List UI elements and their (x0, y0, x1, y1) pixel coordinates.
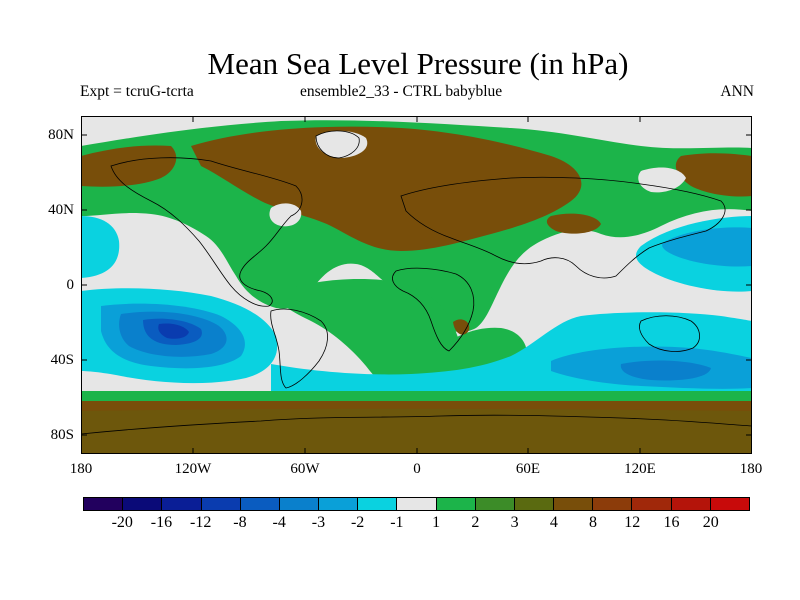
colorbar-label: 8 (589, 514, 598, 531)
eurasia-coast (400, 176, 726, 279)
antarctica-coast (80, 414, 753, 435)
hudson-low-region (269, 203, 302, 227)
colorbar-swatch (475, 498, 515, 510)
colorbar-label: 4 (549, 514, 558, 531)
colorbar-swatch (84, 498, 124, 510)
north-america-coast (110, 157, 303, 307)
ensemble-label: ensemble2_33 - CTRL babyblue (300, 83, 503, 100)
colorbar-swatch (279, 498, 320, 510)
colorbar-swatch (162, 498, 202, 510)
tibet-high (546, 213, 601, 234)
colorbar (83, 497, 750, 511)
siberia-low-region (638, 167, 686, 193)
antarctic-green-band (81, 391, 752, 401)
north-olive-region (675, 153, 752, 197)
season-label: ANN (720, 83, 754, 100)
greenland-coast (315, 130, 360, 159)
colorbar-label: -1 (390, 514, 404, 531)
antarctic-olive-band (81, 401, 752, 454)
colorbar-label: 2 (471, 514, 480, 531)
colorbar-swatch (671, 498, 711, 510)
colorbar-swatch (632, 498, 672, 510)
colorbar-swatch (397, 498, 437, 510)
coastlines (80, 130, 753, 435)
colorbar-swatch (436, 498, 476, 510)
southern-ocean-low-inner (620, 360, 711, 381)
north-pacific-low-core (662, 227, 752, 267)
colorbar-label: -4 (272, 514, 286, 531)
map-frame (81, 116, 752, 454)
colorbar-swatch (514, 498, 555, 510)
colorbar-swatch (319, 498, 359, 510)
colorbar-swatch (123, 498, 163, 510)
africa-coast (392, 267, 475, 352)
colorbar-label: 1 (432, 514, 441, 531)
lat-label: 40N (48, 202, 74, 218)
lon-label: 180 (739, 461, 763, 477)
australia-coast (639, 315, 700, 352)
lat-label: 40S (50, 352, 74, 368)
lat-label: 0 (66, 277, 75, 293)
colorbar-label: -3 (311, 514, 326, 531)
south-america-coast (270, 308, 328, 389)
antarctic-brown-core (81, 408, 752, 454)
colorbar-label: -20 (111, 514, 133, 531)
lon-label: 120W (174, 461, 212, 477)
colorbar-swatch (554, 498, 594, 510)
north-olive-region (191, 126, 582, 251)
colorbar-swatch (201, 498, 241, 510)
colorbar-label: 12 (624, 514, 641, 531)
north-olive-region (81, 145, 177, 187)
pressure-map (80, 116, 753, 454)
lat-label: 80N (48, 127, 74, 143)
colorbar-swatch (593, 498, 633, 510)
colorbar-swatch (358, 498, 398, 510)
colorbar-label: 20 (702, 514, 719, 531)
north-pacific-low-west (81, 216, 120, 278)
colorbar-swatch (240, 498, 280, 510)
lon-label: 60W (290, 461, 320, 477)
colorbar-label: 16 (663, 514, 680, 531)
lon-label: 180 (69, 461, 93, 477)
colorbar-label: -2 (350, 514, 365, 531)
south-pacific-low-deep (158, 323, 189, 339)
colorbar-swatch (710, 498, 749, 510)
experiment-label: Expt = tcruG-tcrta (80, 83, 194, 100)
colorbar-label: -12 (190, 514, 212, 531)
lon-label: 60E (515, 461, 541, 477)
lat-label: 80S (50, 427, 74, 443)
lon-label: 0 (413, 461, 421, 477)
colorbar-label: 3 (510, 514, 519, 531)
lon-label: 120E (624, 461, 656, 477)
colorbar-label: -8 (233, 514, 247, 531)
chart-title: Mean Sea Level Pressure (in hPa) (207, 46, 629, 81)
map-panel (80, 116, 753, 454)
colorbar-label: -16 (150, 514, 173, 531)
